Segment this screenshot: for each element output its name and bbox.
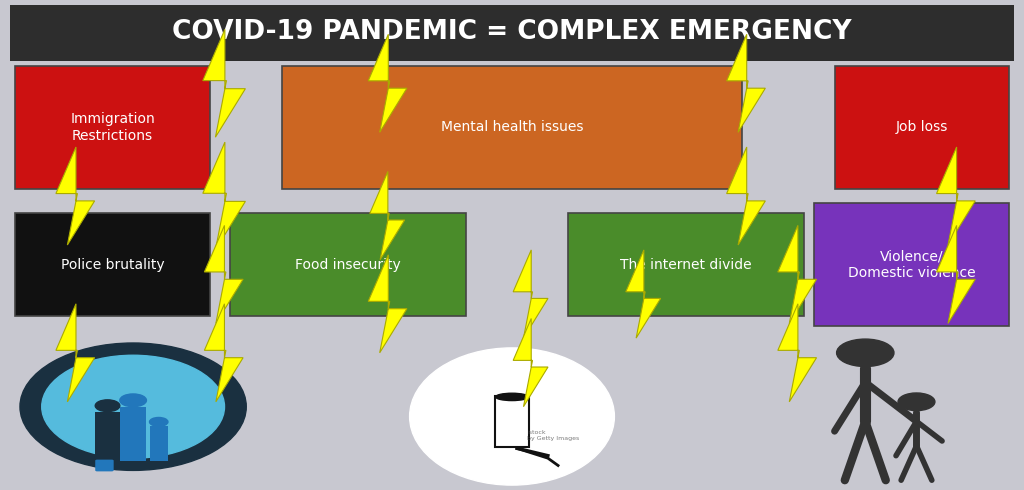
Polygon shape: [205, 304, 243, 402]
Circle shape: [120, 394, 146, 407]
FancyBboxPatch shape: [120, 407, 146, 461]
Polygon shape: [778, 225, 816, 323]
Text: Violence/
Domestic violence: Violence/ Domestic violence: [848, 249, 975, 280]
Text: Food insecurity: Food insecurity: [295, 258, 401, 271]
Ellipse shape: [42, 355, 224, 458]
Ellipse shape: [20, 343, 246, 470]
Ellipse shape: [496, 393, 528, 401]
FancyBboxPatch shape: [568, 213, 804, 316]
FancyBboxPatch shape: [15, 213, 210, 316]
Circle shape: [898, 393, 935, 411]
Polygon shape: [937, 225, 975, 323]
Text: Job loss: Job loss: [895, 121, 948, 134]
Polygon shape: [727, 147, 765, 245]
FancyBboxPatch shape: [814, 203, 1009, 326]
Polygon shape: [205, 225, 243, 323]
Text: Mental health issues: Mental health issues: [440, 121, 584, 134]
FancyBboxPatch shape: [15, 66, 210, 189]
FancyBboxPatch shape: [230, 213, 466, 316]
Circle shape: [837, 339, 894, 367]
Polygon shape: [369, 255, 407, 353]
Polygon shape: [778, 304, 816, 402]
Polygon shape: [203, 142, 246, 250]
Polygon shape: [937, 147, 975, 245]
FancyBboxPatch shape: [835, 66, 1009, 189]
Polygon shape: [727, 34, 765, 132]
Polygon shape: [56, 147, 94, 245]
Ellipse shape: [410, 348, 614, 485]
FancyBboxPatch shape: [95, 412, 120, 461]
Polygon shape: [203, 29, 246, 137]
FancyBboxPatch shape: [95, 460, 114, 471]
Polygon shape: [513, 250, 548, 338]
FancyBboxPatch shape: [150, 426, 168, 461]
FancyBboxPatch shape: [495, 396, 529, 447]
Circle shape: [150, 417, 168, 426]
Polygon shape: [56, 304, 94, 402]
Text: COVID-19 PANDEMIC = COMPLEX EMERGENCY: COVID-19 PANDEMIC = COMPLEX EMERGENCY: [172, 19, 852, 46]
Text: Immigration
Restrictions: Immigration Restrictions: [71, 112, 155, 143]
Text: istock
by Getty Images: istock by Getty Images: [527, 430, 580, 441]
Polygon shape: [369, 34, 407, 132]
Polygon shape: [513, 318, 548, 407]
FancyBboxPatch shape: [282, 66, 742, 189]
Text: The internet divide: The internet divide: [621, 258, 752, 271]
Polygon shape: [370, 172, 404, 260]
FancyBboxPatch shape: [10, 5, 1014, 61]
Text: Police brutality: Police brutality: [60, 258, 165, 271]
Circle shape: [95, 400, 120, 412]
Polygon shape: [626, 250, 660, 338]
